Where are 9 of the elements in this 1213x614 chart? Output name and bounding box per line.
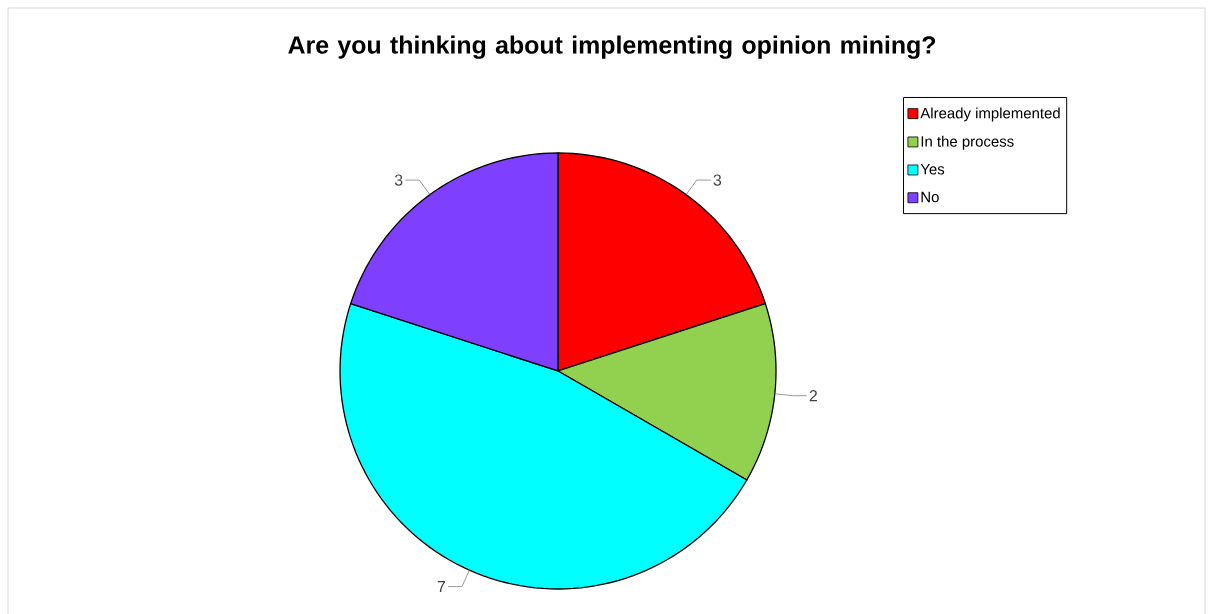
- legend-label: Yes: [920, 164, 945, 175]
- data-label: 7: [437, 581, 446, 593]
- legend-label: No: [921, 191, 939, 203]
- legend-label: In the process: [921, 135, 1014, 150]
- chart-title: Are you thinking about implementing opinion mining?: [288, 35, 936, 59]
- data-label: 3: [713, 174, 722, 186]
- data-label: 3: [394, 174, 403, 186]
- data-label: 2: [809, 390, 817, 402]
- legend-label: Already implemented: [920, 107, 1060, 122]
